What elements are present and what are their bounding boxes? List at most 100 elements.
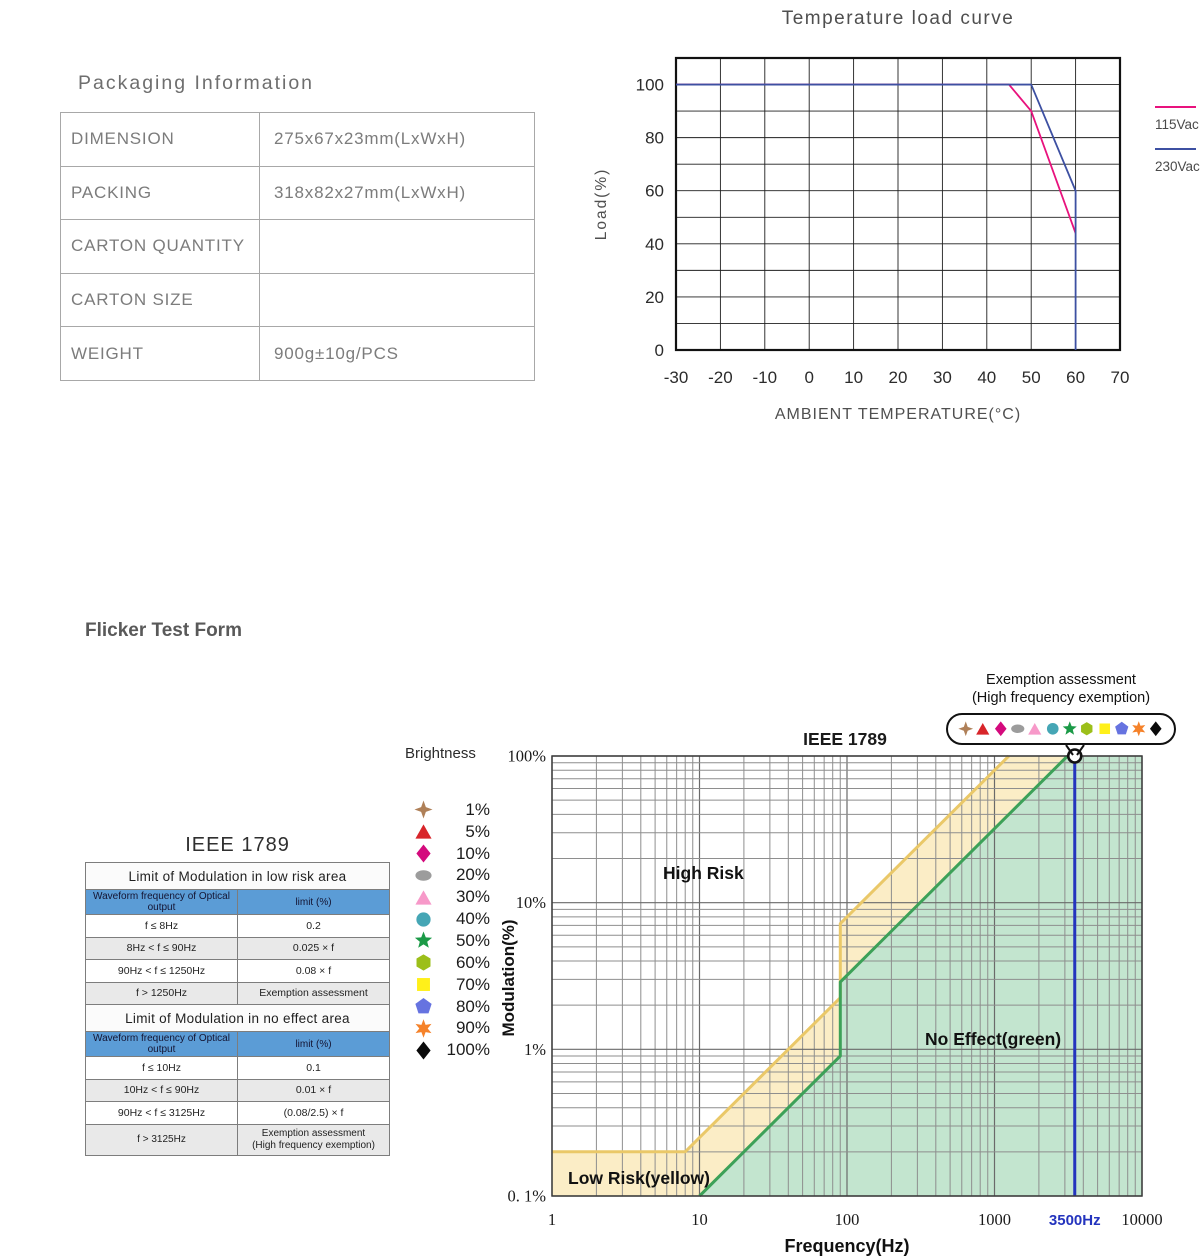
triangle-icon: [415, 890, 432, 905]
plot-border: [551, 755, 1143, 1197]
x-tick-label: 10: [691, 1210, 708, 1229]
brightness-legend-item: 60%: [414, 952, 490, 974]
pentagon-icon: [415, 997, 432, 1014]
table-row: 10Hz < f ≤ 90Hz 0.01 × f: [85, 1078, 390, 1102]
brightness-legend-label: 70%: [455, 974, 490, 994]
y-tick-label: 80: [645, 129, 664, 148]
star4-icon: [414, 800, 433, 819]
brightness-legend-item: 80%: [414, 996, 490, 1018]
brightness-legend-label: 40%: [455, 909, 490, 929]
flicker-test-form-heading: Flicker Test Form: [85, 620, 242, 641]
limit-cell: (0.08/2.5) × f: [237, 1101, 390, 1125]
section-heading-row: Limit of Modulation in no effect area: [85, 1004, 390, 1032]
row-value: [259, 219, 535, 274]
x-tick-label: 30: [933, 368, 952, 387]
frequency-range-cell: 90Hz < f ≤ 1250Hz: [85, 959, 238, 983]
brightness-legend-item: 40%: [414, 908, 490, 930]
table-row: 90Hz < f ≤ 1250Hz 0.08 × f: [85, 959, 390, 983]
brightness-legend-item: 50%: [414, 930, 490, 952]
table-row: f ≤ 10Hz 0.1: [85, 1056, 390, 1080]
star5-icon: [1062, 721, 1077, 735]
x-axis-label: Frequency(Hz): [784, 1236, 909, 1256]
x-tick-label: 0: [804, 368, 813, 387]
star6-icon: [1132, 721, 1146, 737]
column-header: Waveform frequency of Optical output: [85, 1031, 238, 1057]
ieee-table-title: IEEE 1789: [185, 834, 290, 856]
brightness-legend-label: 1%: [465, 799, 490, 819]
table-row: f ≤ 8Hz 0.2: [85, 914, 390, 938]
table-row: CARTON QUANTITY: [60, 219, 535, 274]
x-tick-label: 50: [1022, 368, 1041, 387]
row-label: WEIGHT: [60, 326, 260, 381]
x-tick-label: -30: [664, 368, 689, 387]
limit-cell: 0.2: [237, 914, 390, 938]
y-tick-label: 100%: [508, 747, 547, 766]
triangle-icon: [415, 824, 432, 839]
no-effect-region: [699, 756, 1142, 1196]
brightness-legend-item: 90%: [414, 1017, 490, 1039]
x-tick-label: -20: [708, 368, 733, 387]
no-effect-label: No Effect(green): [925, 1029, 1061, 1049]
series-line-230vac: [676, 83, 1077, 350]
section-heading: Limit of Modulation in low risk area: [85, 862, 390, 890]
series-line-115vac: [676, 83, 1077, 234]
limit-cell: 0.08 × f: [237, 959, 390, 983]
ellipse-icon: [415, 870, 432, 881]
y-tick-label: 40: [645, 235, 664, 254]
x-tick-label: 10: [844, 368, 863, 387]
x-tick-label: 1000: [978, 1210, 1011, 1229]
triangle-icon: [976, 723, 990, 735]
brightness-legend-item: 20%: [414, 865, 490, 887]
brightness-legend-title: Brightness: [405, 745, 476, 762]
frequency-range-cell: 90Hz < f ≤ 3125Hz: [85, 1101, 238, 1125]
hexagon-icon: [1081, 722, 1093, 736]
row-label: DIMENSION: [60, 112, 260, 167]
x-tick-label: 40: [977, 368, 996, 387]
column-header: limit (%): [237, 889, 390, 915]
row-value: [259, 272, 535, 328]
column-header: limit (%): [237, 1031, 390, 1057]
low-risk-region: [552, 756, 1068, 1196]
frequency-range-cell: 8Hz < f ≤ 90Hz: [85, 936, 238, 960]
brightness-legend-item: 5%: [414, 821, 490, 843]
star6-icon: [415, 1019, 432, 1038]
x-tick-label: 1: [548, 1210, 556, 1229]
column-header: Waveform frequency of Optical output: [85, 889, 238, 915]
table-row: DIMENSION 275x67x23mm(LxWxH): [60, 112, 535, 167]
plot-border: [674, 56, 1122, 352]
table-row: WEIGHT 900g±10g/PCS: [60, 326, 535, 381]
brightness-legend-label: 10%: [455, 843, 490, 863]
y-tick-label: 100: [636, 76, 664, 95]
brightness-legend: 1% 5% 10% 20% 30% 40% 50% 60% 70% 80% 90% 100%: [414, 799, 490, 1061]
triangle-icon: [1028, 723, 1042, 735]
column-header-row: Waveform frequency of Optical output limi…: [85, 889, 390, 915]
low-risk-label: Low Risk(yellow): [568, 1168, 710, 1188]
ieee-limits-table: Limit of Modulation in low risk area Wave…: [85, 862, 390, 1156]
hexagon-icon: [416, 954, 431, 971]
y-tick-label: 1%: [524, 1040, 546, 1059]
section-heading-row: Limit of Modulation in low risk area: [85, 862, 390, 890]
test-frequency-tick-label: 3500Hz: [1049, 1212, 1101, 1229]
diamond-icon: [994, 721, 1007, 737]
table-row: 8Hz < f ≤ 90Hz 0.025 × f: [85, 936, 390, 960]
no-effect-boundary-line: [698, 754, 1069, 1198]
brightness-legend-label: 30%: [455, 887, 490, 907]
diamond-icon: [416, 844, 431, 863]
grid: [675, 57, 1121, 351]
brightness-legend-item: 1%: [414, 799, 490, 821]
frequency-range-cell: f > 3125Hz: [85, 1123, 238, 1156]
x-tick-label: 20: [889, 368, 908, 387]
y-tick-label: 60: [645, 182, 664, 201]
chart-title: IEEE 1789: [803, 729, 887, 749]
brightness-legend-label: 80%: [455, 996, 490, 1016]
brightness-legend-label: 50%: [455, 930, 490, 950]
x-axis-label: AMBIENT TEMPERATURE(°C): [775, 406, 1021, 423]
column-header-row: Waveform frequency of Optical output limi…: [85, 1031, 390, 1057]
y-axis-label: Modulation(%): [500, 919, 518, 1036]
limit-cell: Exemption assessment: [237, 981, 390, 1005]
y-tick-label: 20: [645, 288, 664, 307]
row-label: PACKING: [60, 165, 260, 221]
table-row: f > 3125Hz Exemption assessment (High fre…: [85, 1123, 390, 1156]
exemption-callout-line2: (High frequency exemption): [971, 690, 1151, 706]
